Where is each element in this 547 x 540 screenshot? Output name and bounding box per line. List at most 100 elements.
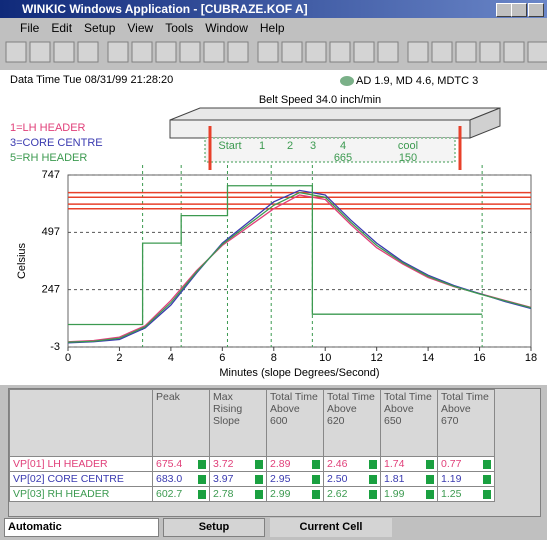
cell-text: 0.77 (441, 458, 461, 470)
toolbar-button[interactable] (204, 42, 224, 62)
cell-text: 1.19 (441, 473, 461, 485)
legend-entry: 1=LH HEADER (10, 122, 86, 134)
oven-zone: 2 (287, 140, 293, 152)
cell-text: 3.97 (213, 473, 233, 485)
toolbar-button[interactable] (54, 42, 74, 62)
table-cell: VP[01] LH HEADER (10, 457, 153, 472)
toolbar-button[interactable] (156, 42, 176, 62)
toolbar-button[interactable] (30, 42, 50, 62)
data-time: Data Time Tue 08/31/99 21:28:20 (10, 74, 173, 86)
y-axis-label: Celsius (16, 242, 28, 279)
table-cell: 2.50 (324, 472, 381, 487)
plot-area (68, 175, 531, 347)
table-row: VP[02] CORE CENTRE 683.0 3.97 2.95 2.50 1.81 1… (10, 472, 495, 487)
cell-text: 675.4 (156, 458, 182, 470)
table-cell: VP[02] CORE CENTRE (10, 472, 153, 487)
cell-text: 2.89 (270, 458, 290, 470)
status-square (198, 460, 206, 469)
cell-text: 602.7 (156, 488, 182, 500)
table-cell: 2.89 (267, 457, 324, 472)
y-tick-label: -3 (50, 341, 60, 353)
table-cell: 2.95 (267, 472, 324, 487)
header-cell (10, 390, 153, 457)
toolbar-button[interactable] (108, 42, 128, 62)
toolbar-button[interactable] (258, 42, 278, 62)
mode-select[interactable]: Automatic (4, 518, 159, 537)
toolbar-button[interactable] (354, 42, 374, 62)
toolbar-button[interactable] (528, 42, 547, 62)
oven-setpoint: 150 (399, 152, 417, 164)
belt-speed: Belt Speed 34.0 inch/min (259, 94, 381, 106)
oven-zone: 3 (310, 140, 316, 152)
x-tick-label: 4 (168, 352, 174, 364)
toolbar-button[interactable] (480, 42, 500, 62)
setup-button[interactable]: Setup (163, 518, 265, 537)
cell-text: 2.95 (270, 473, 290, 485)
table-cell: 2.99 (267, 487, 324, 502)
status-square (312, 490, 320, 499)
oven-zone: 4 (340, 140, 346, 152)
toolbar-button[interactable] (6, 42, 26, 62)
legend-entry: 5=RH HEADER (10, 152, 87, 164)
table-cell: VP[03] RH HEADER (10, 487, 153, 502)
stats: AD 1.9, MD 4.6, MDTC 3 (356, 75, 478, 87)
toolbar-button[interactable] (306, 42, 326, 62)
table-cell: 683.0 (153, 472, 210, 487)
toolbar-button[interactable] (78, 42, 98, 62)
status-square (483, 460, 491, 469)
status-square (198, 475, 206, 484)
cell-text: 2.50 (327, 473, 347, 485)
status-square (369, 475, 377, 484)
status-bar: Automatic Setup Current Cell (0, 515, 547, 540)
toolbar-button[interactable] (378, 42, 398, 62)
toolbar-button[interactable] (432, 42, 452, 62)
header-cell: Total Time Above 670 (438, 390, 495, 457)
table-cell: 675.4 (153, 457, 210, 472)
cell-text: VP[03] RH HEADER (13, 488, 109, 500)
table-cell: 1.19 (438, 472, 495, 487)
y-tick-label: 497 (42, 226, 60, 238)
table-cell: 3.97 (210, 472, 267, 487)
table-cell: 1.99 (381, 487, 438, 502)
status-square (255, 460, 263, 469)
header-cell: Total Time Above 650 (381, 390, 438, 457)
toolbar-button[interactable] (408, 42, 428, 62)
cell-text: 1.74 (384, 458, 404, 470)
table-cell: 3.72 (210, 457, 267, 472)
x-tick-label: 2 (116, 352, 122, 364)
table-cell: 2.46 (324, 457, 381, 472)
toolbar-button[interactable] (330, 42, 350, 62)
y-tick-label: 247 (42, 284, 60, 296)
status-square (483, 490, 491, 499)
status-square (312, 475, 320, 484)
status-square (255, 490, 263, 499)
table-cell: 1.81 (381, 472, 438, 487)
cell-text: 1.81 (384, 473, 404, 485)
toolbar-button[interactable] (180, 42, 200, 62)
current-cell-label: Current Cell (300, 521, 363, 533)
toolbar-button[interactable] (228, 42, 248, 62)
header-cell: Max Rising Slope (210, 390, 267, 457)
status-square (369, 490, 377, 499)
y-tick-label: 747 (42, 169, 60, 181)
table-cell: 0.77 (438, 457, 495, 472)
toolbar-button[interactable] (282, 42, 302, 62)
cell-text: 1.25 (441, 488, 461, 500)
results-table: PeakMax Rising SlopeTotal Time Above 600… (8, 388, 541, 517)
legend-entry: 3=CORE CENTRE (10, 137, 103, 149)
toolbar-button[interactable] (504, 42, 524, 62)
x-tick-label: 18 (525, 352, 537, 364)
status-square (198, 490, 206, 499)
cell-text: VP[02] CORE CENTRE (13, 473, 124, 485)
status-square (312, 460, 320, 469)
cell-text: 2.46 (327, 458, 347, 470)
table-row: VP[03] RH HEADER602.72.782.992.621.991.2… (10, 487, 495, 502)
cell-text: 683.0 (156, 473, 182, 485)
toolbar-button[interactable] (132, 42, 152, 62)
x-axis-label: Minutes (slope Degrees/Second) (219, 367, 379, 379)
cell-text: 2.62 (327, 488, 347, 500)
status-square (483, 475, 491, 484)
toolbar-button[interactable] (456, 42, 476, 62)
